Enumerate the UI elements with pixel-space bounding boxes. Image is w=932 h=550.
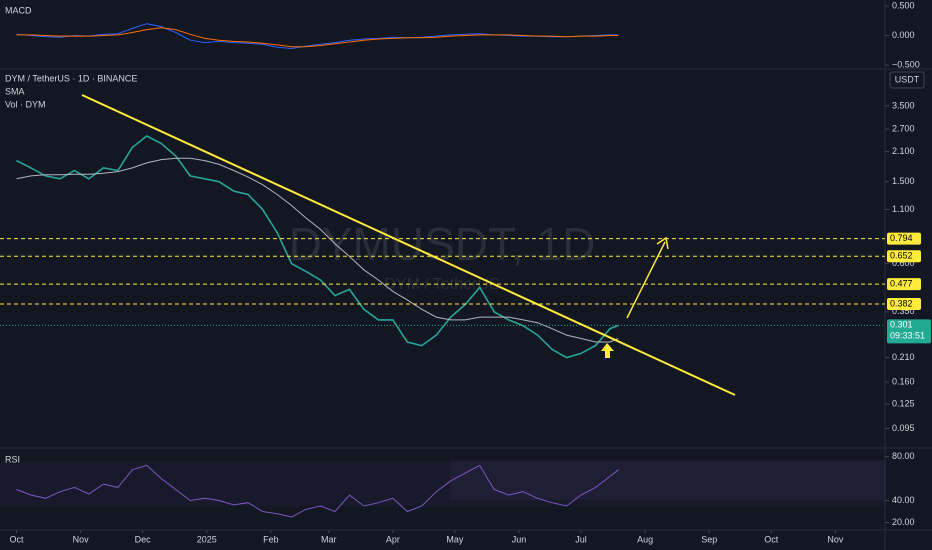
series-line xyxy=(16,27,619,48)
y-tick-label: 0.000 xyxy=(892,30,915,40)
watermark-sub: DYM / TetherUS xyxy=(384,276,499,293)
level-box xyxy=(887,298,921,311)
level-box xyxy=(887,232,921,245)
last-box xyxy=(887,319,931,344)
level-label: 0.477 xyxy=(890,279,913,289)
macd-title: MACD xyxy=(5,5,32,15)
x-tick-label: 2025 xyxy=(197,534,217,544)
x-tick-label: Jul xyxy=(575,534,587,544)
x-tick-label: Oct xyxy=(10,534,25,544)
x-tick-label: Nov xyxy=(73,534,90,544)
trendline xyxy=(81,94,736,396)
x-tick-label: Sep xyxy=(701,534,717,544)
y-tick-label: 0.210 xyxy=(892,352,915,362)
level-label: 0.652 xyxy=(890,251,913,261)
y-tick-label: 1.500 xyxy=(892,176,915,186)
y-tick-label: 2.100 xyxy=(892,146,915,156)
y-tick-label: −0.500 xyxy=(892,59,920,69)
series-line xyxy=(16,23,619,50)
currency-box[interactable] xyxy=(889,71,925,89)
rsi-title: RSI xyxy=(5,454,20,464)
series-line xyxy=(16,135,619,359)
y-tick-label: 20.00 xyxy=(892,517,915,527)
level-label: 0.382 xyxy=(890,298,913,308)
up-arrow xyxy=(601,343,614,358)
y-tick-label: 3.500 xyxy=(892,100,915,110)
x-tick-label: Oct xyxy=(764,534,779,544)
countdown: 09:33:51 xyxy=(890,331,925,341)
rsi-band xyxy=(450,460,885,500)
symbol-title: DYM / TetherUS · 1D · BINANCE xyxy=(5,73,137,83)
series-line xyxy=(16,157,619,343)
y-tick-label: 0.095 xyxy=(892,423,915,433)
level-label: 0.794 xyxy=(890,233,913,243)
x-tick-label: May xyxy=(446,534,464,544)
level-box xyxy=(887,250,921,263)
y-tick-label: 0.160 xyxy=(892,376,915,386)
x-tick-label: Apr xyxy=(386,534,400,544)
currency[interactable]: USDT xyxy=(895,74,920,84)
x-tick-label: Jun xyxy=(512,534,527,544)
last-label: 0.301 xyxy=(890,320,913,330)
x-tick-label: Aug xyxy=(637,534,653,544)
y-tick-label: 0.600 xyxy=(892,258,915,268)
projection-arrow xyxy=(626,241,666,319)
arrowhead xyxy=(656,236,669,250)
y-tick-label: 80.00 xyxy=(892,451,915,461)
x-tick-label: Dec xyxy=(135,534,152,544)
x-tick-label: Mar xyxy=(321,534,337,544)
x-tick-label: Feb xyxy=(263,534,279,544)
series-line xyxy=(16,464,619,518)
y-tick-label: 40.00 xyxy=(892,495,915,505)
rsi-band xyxy=(0,462,885,506)
watermark: DYMUSDT, 1D xyxy=(289,218,596,270)
y-tick-label: 0.125 xyxy=(892,398,915,408)
x-tick-label: Nov xyxy=(827,534,844,544)
sma-legend: SMA xyxy=(5,86,25,96)
vol-legend: Vol · DYM xyxy=(5,99,46,109)
y-tick-label: 1.100 xyxy=(892,204,915,214)
y-tick-label: 0.500 xyxy=(892,0,915,10)
y-tick-label: 2.700 xyxy=(892,124,915,134)
y-tick-label: 0.350 xyxy=(892,306,915,316)
level-box xyxy=(887,278,921,291)
